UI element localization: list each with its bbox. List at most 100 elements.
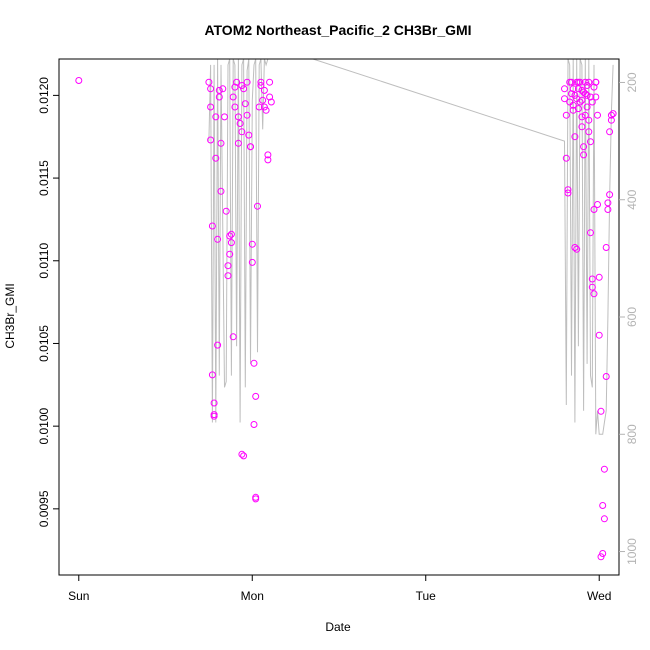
data-point (597, 407, 605, 415)
data-point (580, 143, 588, 151)
data-point (257, 78, 265, 86)
data-point (262, 106, 270, 114)
data-point (231, 103, 239, 111)
data-point (214, 235, 222, 243)
data-point (227, 230, 235, 238)
data-point (564, 186, 572, 194)
pressure-line (208, 58, 614, 435)
data-point (212, 154, 220, 162)
data-point (574, 85, 582, 93)
data-point (250, 359, 258, 367)
data-point (592, 78, 600, 86)
data-point (569, 106, 577, 114)
data-point (585, 128, 593, 136)
data-point (248, 258, 256, 266)
data-point (252, 392, 260, 400)
data-point (588, 283, 596, 291)
data-point (236, 120, 244, 127)
data-point (595, 273, 603, 281)
data-point (264, 156, 272, 164)
data-point (267, 98, 275, 106)
data-point (257, 82, 265, 89)
data-point (248, 240, 256, 248)
y-axis: 0.0095 0.0100 0.0105 0.0110 0.0115 0.0120 (37, 77, 59, 527)
data-point (240, 452, 248, 460)
data-point (604, 199, 612, 207)
data-point (571, 244, 579, 251)
data-point (602, 244, 610, 251)
data-point (571, 91, 579, 99)
data-point (588, 98, 596, 106)
data-point (594, 201, 601, 208)
data-point (255, 103, 263, 111)
data-point (207, 85, 215, 93)
data-point (247, 143, 254, 151)
y2-tick-label: 800 (625, 424, 639, 444)
data-point (568, 90, 575, 98)
data-point (260, 86, 268, 94)
data-point (568, 78, 575, 86)
x-tick-label: Tue (416, 589, 437, 603)
data-point (210, 412, 218, 420)
data-point (580, 88, 588, 96)
data-point (233, 78, 241, 86)
data-point (561, 95, 568, 103)
x-axis: Sun Mon Tue Wed (68, 574, 611, 603)
data-point (599, 550, 607, 557)
data-point (609, 110, 617, 118)
data-point (250, 421, 258, 428)
y-tick-label: 0.0115 (37, 160, 51, 196)
data-point (564, 189, 572, 197)
data-point (254, 202, 261, 210)
data-point (566, 98, 574, 106)
data-point (227, 239, 235, 247)
data-point (607, 111, 615, 119)
data-point (221, 113, 228, 121)
data-point (599, 502, 607, 509)
data-point (569, 85, 577, 93)
data-point (234, 113, 242, 121)
data-point (585, 78, 593, 86)
data-point-layer (75, 77, 617, 561)
data-point (562, 154, 570, 162)
y-tick-label: 0.0095 (37, 490, 51, 527)
y2-tick-label: 1000 (625, 538, 639, 565)
data-point (587, 138, 594, 146)
data-point (595, 331, 603, 339)
data-point (581, 90, 589, 98)
data-point (578, 113, 586, 121)
data-point (238, 82, 246, 89)
data-point (581, 78, 589, 86)
pressure-line-layer (208, 58, 614, 435)
data-point (208, 222, 216, 230)
y2-tick-label: 600 (625, 307, 639, 327)
data-point (212, 113, 220, 121)
data-point (224, 262, 232, 270)
data-point (243, 78, 251, 86)
data-point (597, 553, 605, 561)
data-point (571, 133, 579, 141)
data-point (573, 78, 581, 86)
data-point (561, 85, 568, 93)
x-tick-label: Sun (68, 589, 89, 603)
data-point (590, 206, 598, 213)
data-point (252, 495, 260, 503)
y2-axis: 200 400 600 800 1000 (619, 72, 639, 565)
data-point (592, 93, 600, 101)
data-point (606, 191, 614, 199)
data-point (75, 77, 83, 84)
y-tick-label: 0.0110 (37, 243, 51, 279)
data-point (266, 78, 274, 86)
data-point (581, 111, 589, 119)
y-tick-label: 0.0105 (37, 325, 51, 362)
y-tick-label: 0.0120 (37, 77, 51, 114)
data-point (215, 86, 223, 94)
data-point (245, 131, 253, 139)
data-point (224, 272, 232, 280)
data-point (222, 207, 230, 215)
data-point (226, 250, 234, 258)
data-point (217, 139, 225, 147)
data-point (241, 100, 249, 108)
